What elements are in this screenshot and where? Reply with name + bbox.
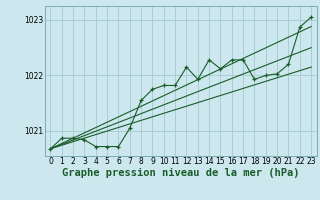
X-axis label: Graphe pression niveau de la mer (hPa): Graphe pression niveau de la mer (hPa) [62, 168, 300, 178]
